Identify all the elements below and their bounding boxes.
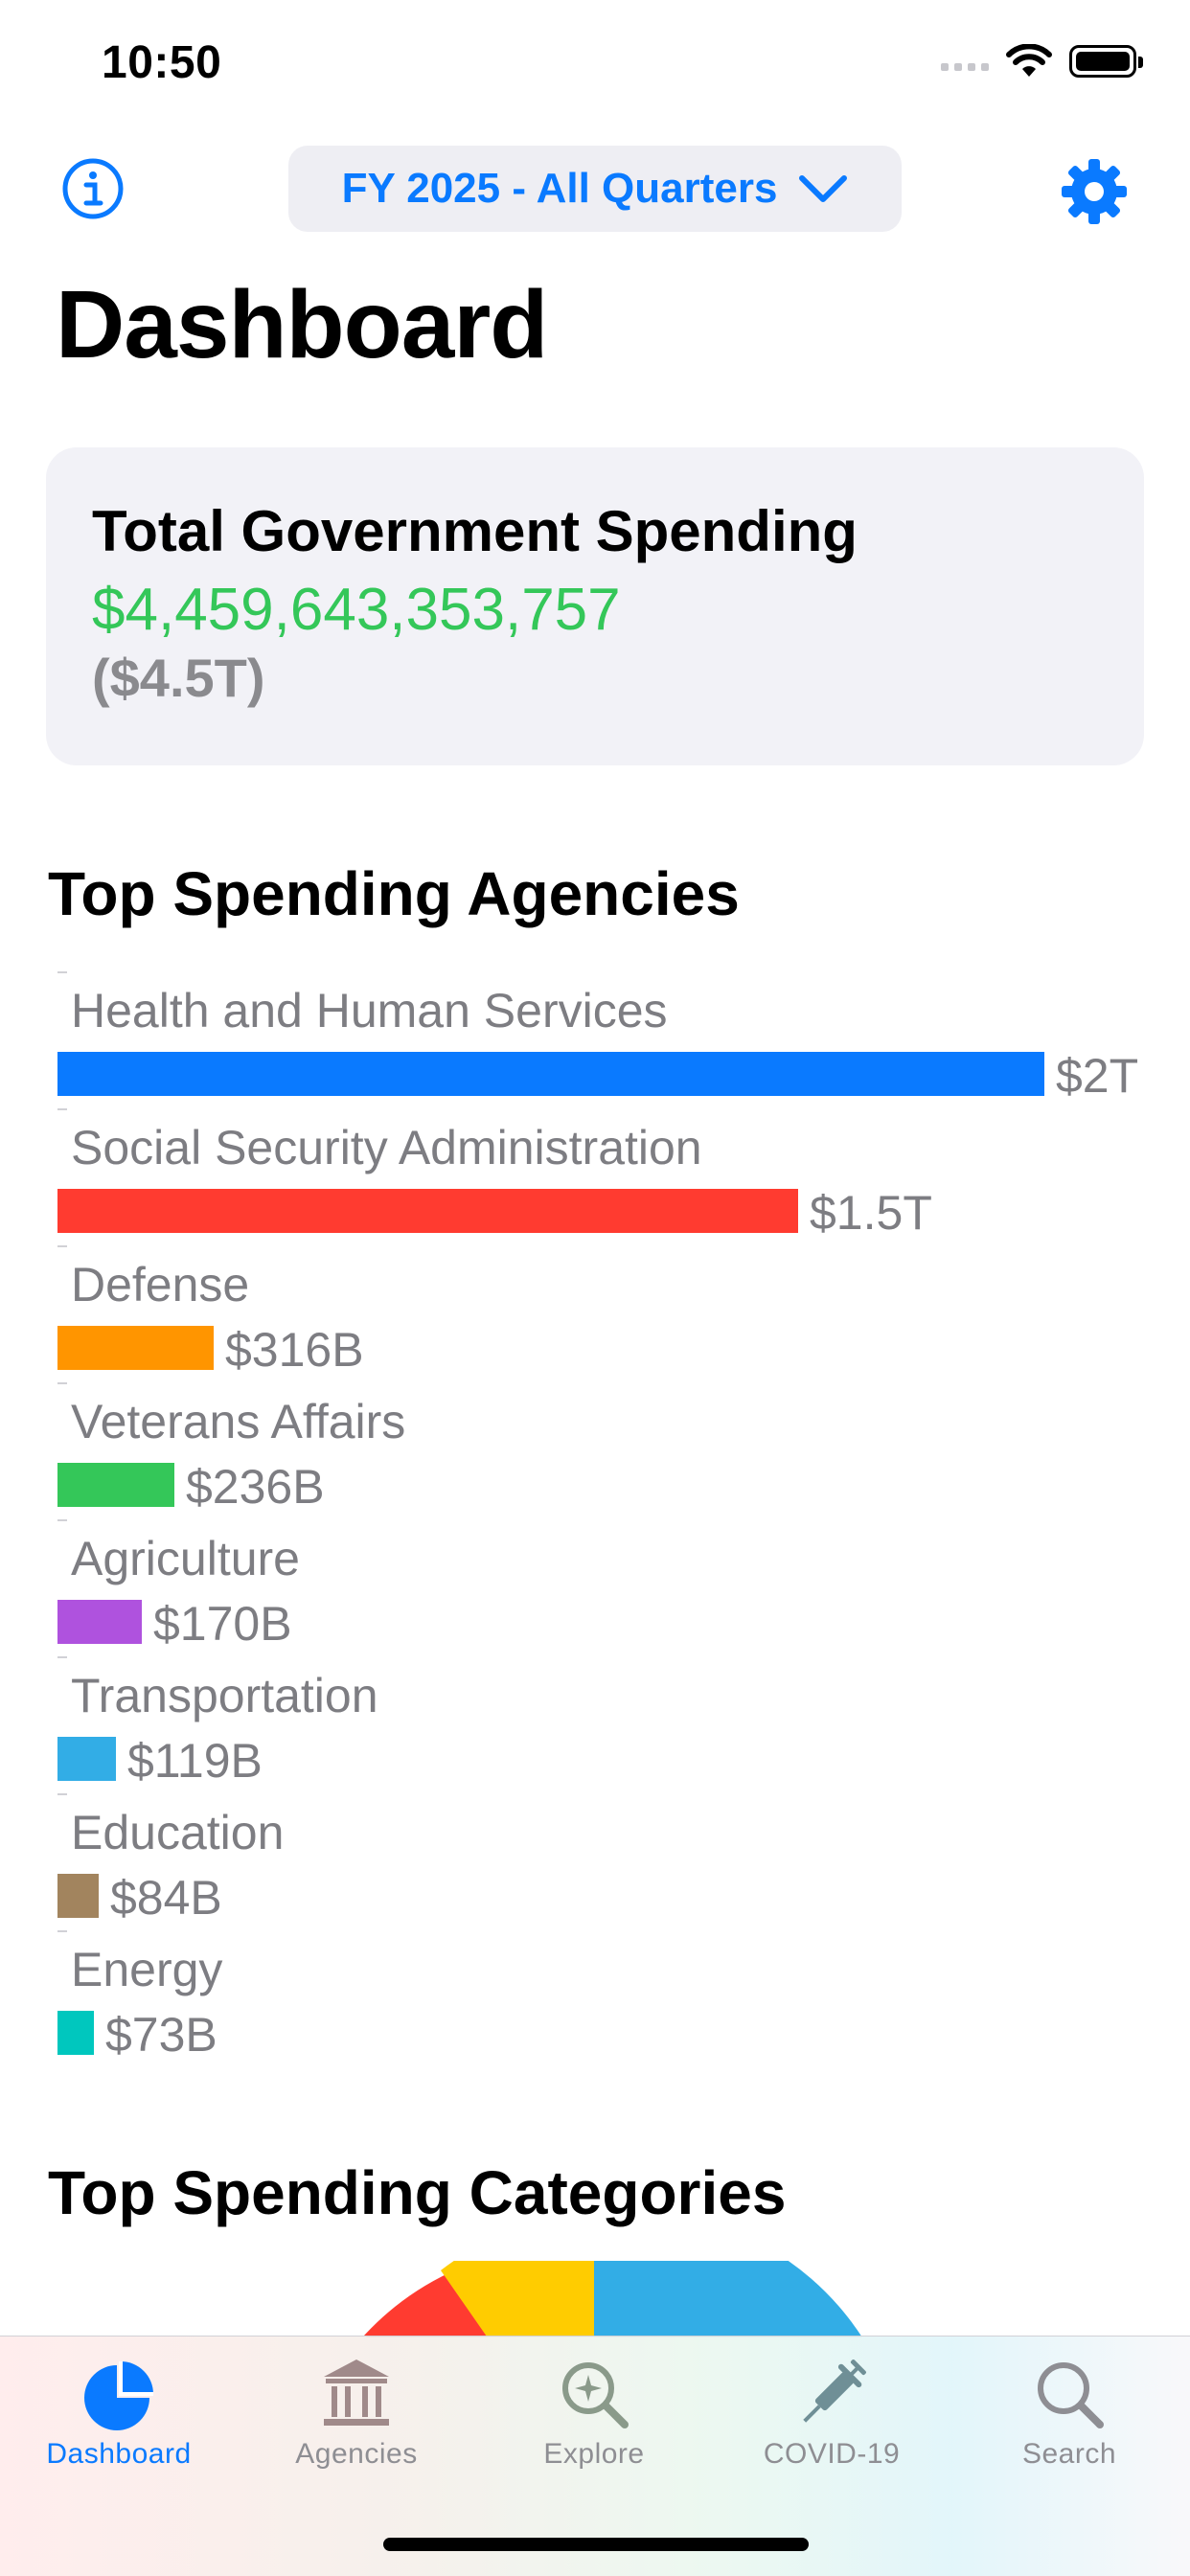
agency-value-label: $2T [1056,1049,1139,1103]
tab-agencies[interactable]: Agencies [238,2354,475,2471]
pie-chart-icon [84,2361,153,2430]
home-indicator [383,2538,809,2551]
agency-value-label: $236B [186,1460,325,1514]
axis-tick [57,971,67,973]
tab-label: COVID-19 [763,2438,901,2470]
axis-tick [57,1382,67,1384]
agency-row[interactable]: Transportation $119B [56,1653,1157,1790]
tab-search[interactable]: Search [950,2354,1188,2471]
cellular-signal-icon [941,52,989,71]
period-label: FY 2025 - All Quarters [341,165,778,212]
agency-name: Social Security Administration [71,1121,702,1174]
agency-value-label: $119B [127,1734,263,1788]
page-title: Dashboard [56,271,548,378]
building-columns-icon [324,2359,389,2426]
agency-name: Energy [71,1943,223,1996]
agency-bar[interactable] [57,1326,214,1370]
info-icon[interactable] [61,157,125,220]
agency-row[interactable]: Defense $316B [56,1242,1157,1379]
agency-name: Transportation [71,1669,378,1722]
magnifier-sparkle-icon [562,2362,629,2428]
agency-row[interactable]: Veterans Affairs $236B [56,1379,1157,1516]
categories-section-title: Top Spending Categories [48,2158,787,2227]
status-bar: 10:50 [0,0,1190,134]
agency-value-label: $1.5T [810,1186,932,1240]
fiscal-period-selector[interactable]: FY 2025 - All Quarters [288,146,902,232]
agency-row[interactable]: Health and Human Services $2T [56,968,1157,1105]
agencies-section-title: Top Spending Agencies [48,859,740,928]
agency-bar[interactable] [57,1737,116,1781]
axis-tick [57,1245,67,1247]
agencies-bar-chart: Health and Human Services $2T Social Secur… [56,968,1157,2063]
agency-name: Agriculture [71,1532,300,1585]
agency-row[interactable]: Education $84B [56,1790,1157,1926]
tab-explore[interactable]: Explore [475,2354,713,2471]
agency-value-label: $84B [110,1871,222,1925]
agency-name: Health and Human Services [71,984,668,1037]
agency-value-label: $73B [105,2008,217,2062]
total-spending-label: Total Government Spending [92,499,858,563]
agency-bar[interactable] [57,1463,174,1507]
agency-value-label: $316B [225,1323,364,1377]
agency-name: Defense [71,1258,250,1311]
total-spending-card: Total Government Spending $4,459,643,353… [46,447,1144,765]
wifi-icon [1006,44,1052,77]
pie-slice-blue[interactable] [594,2261,862,2337]
axis-tick [57,1519,67,1521]
tab-label: Agencies [295,2438,418,2470]
categories-pie-chart [0,2261,1190,2337]
axis-tick [57,1930,67,1932]
tab-bar: Dashboard Agencies Explore [0,2336,1190,2576]
gear-icon[interactable] [1060,157,1129,226]
total-spending-value: $4,459,643,353,757 [92,577,621,643]
axis-tick [57,1108,67,1110]
agency-name: Veterans Affairs [71,1395,406,1448]
battery-icon [1069,45,1143,78]
tab-label: Explore [543,2438,645,2470]
tab-label: Search [1021,2438,1117,2470]
agency-row[interactable]: Social Security Administration $1.5T [56,1105,1157,1242]
agency-row[interactable]: Energy $73B [56,1926,1157,2063]
agency-value-label: $170B [153,1597,292,1651]
pie-slice-yellow[interactable] [441,2261,594,2337]
status-icons [941,44,1143,79]
chevron-down-icon [799,175,848,202]
agency-bar[interactable] [57,1600,142,1644]
search-icon [1038,2362,1104,2428]
axis-tick [57,1656,67,1658]
total-spending-short: ($4.5T) [92,648,265,708]
tab-label: Dashboard [46,2438,192,2470]
syringe-icon [803,2359,866,2423]
tab-covid[interactable]: COVID-19 [713,2354,950,2471]
agency-name: Education [71,1806,285,1859]
agency-bar[interactable] [57,1189,798,1233]
status-time: 10:50 [102,37,222,88]
axis-tick [57,1793,67,1795]
tab-dashboard[interactable]: Dashboard [0,2354,238,2471]
agency-row[interactable]: Agriculture $170B [56,1516,1157,1653]
agency-bar[interactable] [57,1052,1044,1096]
agency-bar[interactable] [57,1874,99,1918]
agency-bar[interactable] [57,2011,94,2055]
